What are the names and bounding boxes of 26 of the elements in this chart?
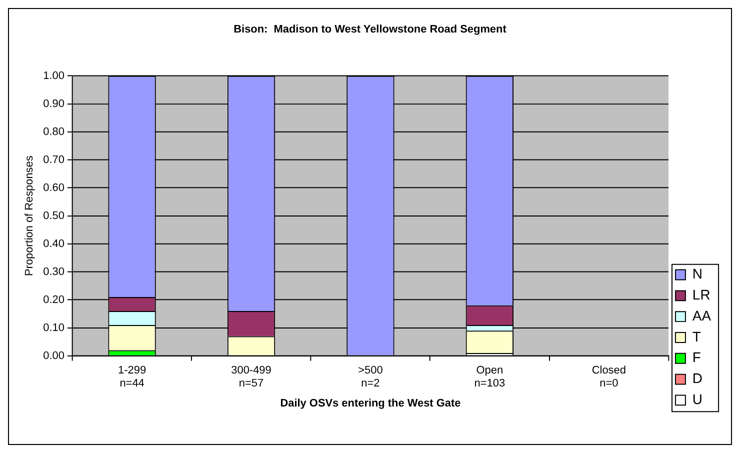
y-tick-label: 1.00 xyxy=(43,70,64,82)
x-tick-label: 300-499 n=57 xyxy=(231,364,272,390)
x-tick-label: Closed n=0 xyxy=(592,364,626,390)
y-axis-title: Proportion of Responses xyxy=(24,155,36,276)
y-tick-label: 0.40 xyxy=(43,238,64,250)
x-tick-label: 1-299 n=44 xyxy=(118,364,146,390)
legend-label: LR xyxy=(692,286,710,303)
y-tick-label: 0.50 xyxy=(43,210,64,222)
x-axis-title: Daily OSVs entering the West Gate xyxy=(280,398,461,410)
legend-label: F xyxy=(692,349,701,366)
y-tick-label: 0.20 xyxy=(43,294,64,306)
y-tick-label: 0.90 xyxy=(43,98,64,110)
legend-label: AA xyxy=(692,307,712,324)
y-tick-label: 0.10 xyxy=(43,322,64,334)
y-tick-label: 0.30 xyxy=(43,266,64,278)
x-tick-label: >500 n=2 xyxy=(358,364,383,390)
legend-label: D xyxy=(692,370,703,386)
legend-label: T xyxy=(692,328,702,344)
legend-label: U xyxy=(692,391,703,408)
y-tick-label: 0.80 xyxy=(43,126,64,138)
y-tick-label: 0.70 xyxy=(43,154,64,166)
y-tick-label: 0.00 xyxy=(43,350,64,362)
x-tick-label: Open n=103 xyxy=(474,364,506,390)
chart-title: Bison: Madison to West Yellowstone Road Segment xyxy=(234,24,507,36)
y-tick-label: 0.60 xyxy=(43,182,64,194)
legend-label: N xyxy=(692,266,703,282)
